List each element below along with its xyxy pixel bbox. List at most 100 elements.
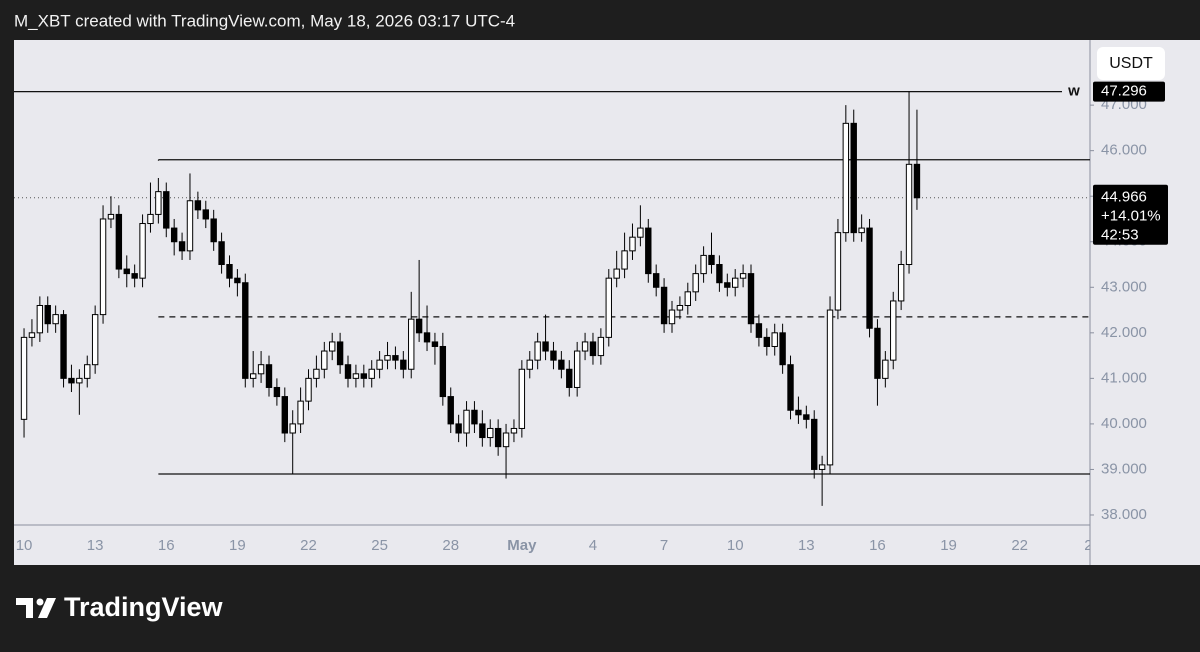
logo-shape <box>16 598 33 605</box>
candle-body <box>487 427 494 439</box>
candle-body <box>60 314 67 379</box>
logo-shape <box>36 598 44 606</box>
candle-body <box>724 282 731 288</box>
candle-body <box>289 423 296 434</box>
candle-body <box>905 163 913 266</box>
x-tick-label: May <box>507 537 537 554</box>
candle-body <box>621 250 628 270</box>
candle-body <box>471 409 478 425</box>
y-tick-label: 43.000 <box>1101 278 1147 295</box>
candle-body <box>645 227 652 275</box>
candle-body <box>147 213 154 225</box>
candle-body <box>202 209 209 220</box>
x-tick-label: 19 <box>940 537 957 554</box>
candle-body <box>281 396 288 434</box>
candle-body <box>803 414 810 420</box>
candle-body <box>170 227 178 243</box>
candle-body <box>163 191 170 229</box>
high-line-tag: w <box>1067 83 1080 100</box>
candle-body <box>842 122 850 234</box>
candle-body <box>739 273 747 279</box>
candle-body <box>44 304 51 325</box>
candle-body <box>249 373 257 379</box>
candle-body <box>218 241 225 266</box>
candle-body <box>210 218 217 243</box>
candle-body <box>573 350 581 388</box>
candle-body <box>36 304 44 334</box>
candle-body <box>818 464 826 470</box>
candle-body <box>518 368 526 429</box>
candle-body <box>534 341 541 361</box>
candle-body <box>226 264 233 279</box>
candle-body <box>376 359 383 370</box>
logo-text: TradingView <box>64 592 224 622</box>
candle-body <box>400 359 407 370</box>
candle-body <box>68 377 75 384</box>
candle-body <box>107 213 115 220</box>
header: M_XBT created with TradingView.com, May … <box>14 11 515 30</box>
plot-area <box>14 90 1090 506</box>
candle-body <box>526 359 533 370</box>
y-tick-label: 38.000 <box>1101 506 1147 523</box>
candle-body <box>194 200 202 211</box>
candle-body <box>708 254 715 266</box>
candle-body <box>732 277 739 288</box>
candle-body <box>384 355 391 361</box>
candle-body <box>115 213 123 270</box>
candle-body <box>305 377 312 402</box>
currency-label[interactable]: USDT <box>1109 55 1153 72</box>
candle-body <box>826 309 834 466</box>
candle-body <box>787 364 794 411</box>
candle-body <box>494 427 502 448</box>
candle-body <box>447 396 454 425</box>
candle-body <box>629 236 636 252</box>
logo-icon <box>16 598 56 618</box>
x-tick-label: 7 <box>660 537 668 554</box>
candle-body <box>692 273 699 293</box>
candle-body <box>747 273 755 325</box>
candle-body <box>242 282 249 379</box>
candle-body <box>186 200 194 252</box>
x-tick-label: 4 <box>589 537 597 554</box>
x-tick-label: 2 <box>1084 537 1092 554</box>
candle-body <box>763 336 771 347</box>
x-tick-label: 28 <box>442 537 459 554</box>
candle-body <box>858 227 865 234</box>
current-change-label: +14.01% <box>1101 208 1161 225</box>
y-tick-label: 41.000 <box>1101 369 1147 386</box>
currency-button[interactable] <box>1097 47 1165 80</box>
candle-body <box>139 223 146 279</box>
candle-body <box>392 355 399 361</box>
candle-body <box>890 300 897 361</box>
candle-body <box>439 345 447 398</box>
candle-body <box>850 122 857 234</box>
time-axis: 10 13 16 19 22 25 28 May 4 7 10 13 16 19 22 2 <box>16 537 1092 554</box>
candle-body <box>637 227 644 238</box>
candle-body <box>313 368 320 379</box>
candle-body <box>479 423 486 439</box>
candle-body <box>463 409 470 434</box>
candle-body <box>897 264 905 302</box>
candle-body <box>336 341 344 366</box>
candle-body <box>716 264 723 284</box>
x-tick-label: 13 <box>87 537 104 554</box>
candle-body <box>360 373 368 379</box>
candle-body <box>84 364 91 379</box>
candle-body <box>321 350 328 370</box>
candle-body <box>20 336 28 420</box>
candle-body <box>265 364 273 388</box>
candle-body <box>779 332 786 366</box>
current-price-label: 44.966 <box>1101 189 1147 206</box>
candle-body <box>178 241 186 252</box>
candle-body <box>91 314 99 366</box>
candle-body <box>771 332 778 347</box>
candle-body <box>368 368 375 379</box>
logo-shape <box>38 598 56 618</box>
countdown-label: 42:53 <box>1101 227 1139 244</box>
candle-body <box>344 364 352 379</box>
candle-body <box>542 341 549 352</box>
candle-body <box>589 341 597 357</box>
candle-body <box>550 350 557 361</box>
candle-body <box>257 364 265 375</box>
